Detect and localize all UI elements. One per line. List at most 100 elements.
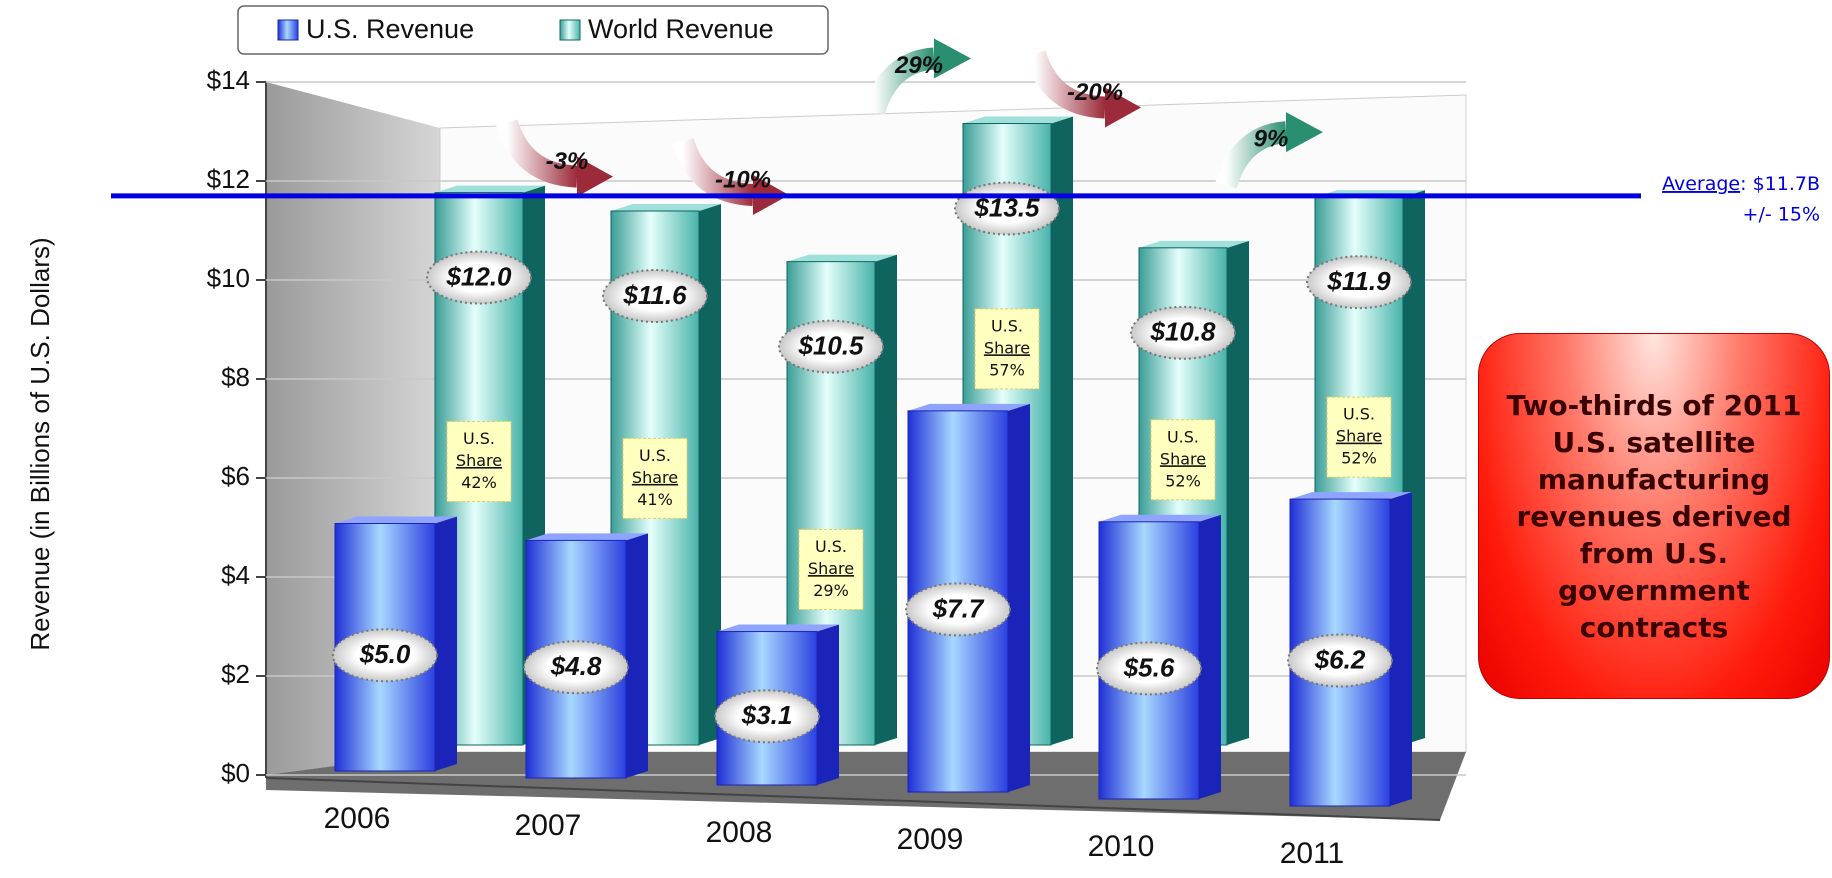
value-label-bg	[905, 582, 1011, 637]
legend-swatch	[559, 19, 581, 41]
bar-top	[908, 403, 1030, 411]
value-label: $12.0	[445, 261, 512, 291]
average-part: : $11.7B	[1740, 173, 1820, 195]
average-range: +/- 15%	[1743, 204, 1820, 226]
share-box	[974, 308, 1040, 390]
bar-top	[717, 624, 839, 632]
share-line1: U.S.	[639, 446, 671, 465]
value-label-bg	[1306, 255, 1412, 310]
value-label-bg	[332, 628, 438, 683]
bar-top	[963, 116, 1073, 124]
legend-label: World Revenue	[588, 14, 774, 44]
value-label: $11.9	[1326, 266, 1391, 296]
x-tick-label: 2006	[324, 802, 391, 835]
value-label: $7.7	[932, 593, 985, 623]
growth-label: -10%	[715, 166, 771, 193]
y-tick-label: $12	[207, 164, 250, 194]
share-line1: U.S.	[1167, 427, 1199, 446]
growth-arrow-head	[934, 38, 971, 79]
y-tick-label: $14	[207, 65, 250, 95]
x-tick-label: 2009	[897, 823, 964, 856]
growth-label: -3%	[546, 148, 589, 175]
x-tick-label: 2010	[1088, 830, 1155, 863]
x-tick-label: 2008	[706, 816, 773, 849]
bar-top	[1290, 492, 1412, 500]
value-label-bg	[1096, 641, 1202, 696]
share-value: 41%	[637, 490, 673, 509]
bar-side	[626, 533, 648, 778]
share-line2: Share	[632, 468, 678, 487]
bar-side	[1227, 240, 1249, 745]
share-value: 42%	[461, 473, 497, 492]
bar-side	[1199, 514, 1221, 799]
value-label-bg	[714, 689, 820, 744]
value-label-bg	[523, 640, 629, 695]
average-text: Average: $11.7B	[1662, 173, 1820, 195]
bar-side	[1051, 116, 1073, 746]
value-label-bg	[426, 250, 532, 305]
y-tick-label: $6	[221, 461, 250, 491]
share-value: 52%	[1341, 449, 1377, 468]
growth-label: 9%	[1254, 126, 1289, 153]
value-label: $3.1	[741, 700, 793, 730]
y-tick-label: $10	[207, 263, 250, 293]
bar-top	[611, 203, 721, 211]
growth-arrow	[863, 47, 936, 116]
growth-arrow	[496, 119, 578, 188]
legend-swatch	[277, 19, 299, 41]
share-value: 52%	[1165, 471, 1201, 490]
x-tick-label: 2011	[1280, 837, 1345, 870]
bar-side	[817, 624, 839, 785]
share-value: 57%	[989, 360, 1025, 379]
share-line2: Share	[456, 451, 502, 470]
value-label-bg	[1287, 633, 1393, 688]
y-tick-label: $0	[221, 758, 250, 788]
legend	[237, 5, 829, 55]
growth-arrow	[1215, 121, 1288, 189]
value-label: $6.2	[1314, 644, 1366, 674]
share-line1: U.S.	[991, 316, 1023, 335]
bar-top	[1139, 240, 1249, 248]
value-label-bg	[602, 268, 708, 323]
share-line1: U.S.	[815, 537, 847, 556]
value-label: $10.5	[797, 331, 864, 361]
value-label-bg	[778, 319, 884, 374]
share-value: 29%	[813, 581, 849, 600]
y-axis-label: Revenue (in Billions of U.S. Dollars)	[25, 237, 55, 650]
y-tick-label: $2	[221, 659, 250, 689]
share-line2: Share	[1160, 449, 1206, 468]
bar-top	[526, 533, 648, 541]
share-line2: Share	[1336, 427, 1382, 446]
value-label: $5.6	[1123, 652, 1175, 682]
value-label-bg	[1130, 305, 1236, 360]
value-label: $10.8	[1149, 317, 1216, 347]
value-label: $4.8	[550, 651, 602, 681]
growth-label: 29%	[894, 52, 943, 79]
share-line1: U.S.	[1343, 405, 1375, 424]
bar-top	[1099, 514, 1221, 522]
growth-arrow	[1024, 50, 1106, 119]
growth-arrow-head	[577, 156, 613, 197]
legend-label: U.S. Revenue	[306, 14, 474, 44]
share-box	[446, 421, 512, 502]
share-line1: U.S.	[463, 429, 495, 448]
bar-side	[1008, 403, 1030, 792]
value-label: $11.6	[622, 280, 687, 310]
bar-top	[335, 516, 457, 524]
y-tick-label: $8	[221, 362, 250, 392]
bar-top	[787, 254, 897, 262]
growth-arrow-head	[1286, 112, 1323, 153]
bar-side	[435, 516, 457, 771]
share-line2: Share	[984, 338, 1030, 357]
bar-side	[875, 254, 897, 745]
callout: Two-thirds of 2011 U.S. satellite manufa…	[1478, 333, 1830, 699]
bar-top	[435, 185, 545, 193]
value-label: $5.0	[359, 639, 411, 669]
bar-side	[1390, 492, 1412, 806]
bar-side	[699, 203, 721, 745]
x-tick-label: 2007	[515, 809, 582, 842]
growth-arrow-head	[1105, 87, 1141, 128]
x-axis	[265, 777, 1441, 821]
share-line2: Share	[808, 559, 854, 578]
